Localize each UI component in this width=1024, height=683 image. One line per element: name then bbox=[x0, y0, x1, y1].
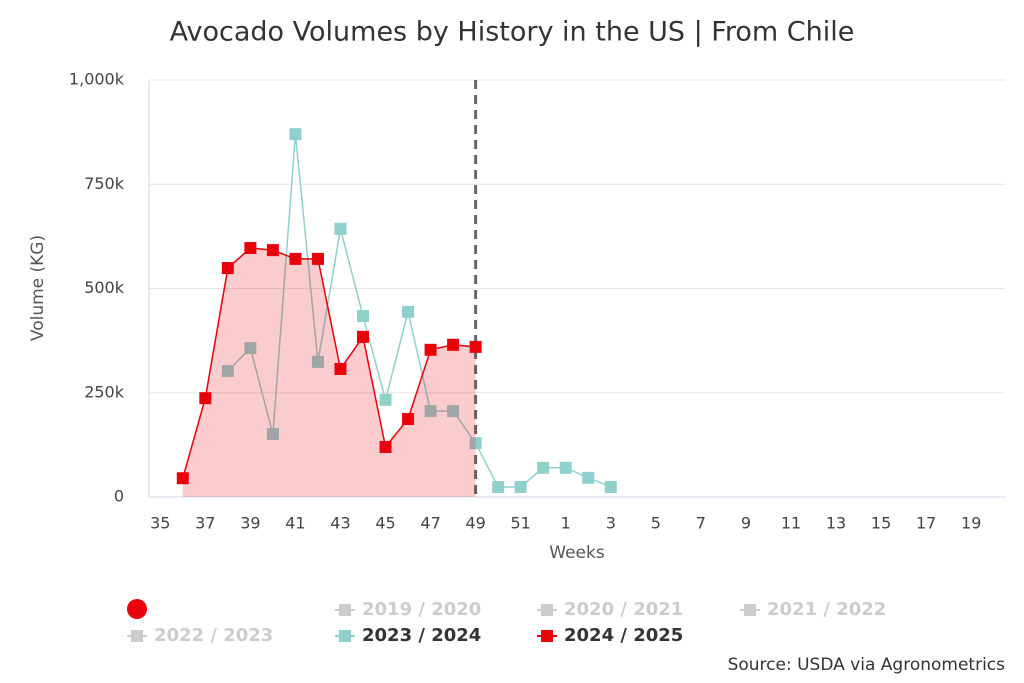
point bbox=[357, 310, 369, 323]
x-tick-label: 35 bbox=[150, 514, 170, 533]
point bbox=[447, 405, 460, 418]
point bbox=[379, 393, 392, 406]
legend-label[interactable]: 2024 / 2025 bbox=[564, 625, 683, 646]
x-tick-label: 51 bbox=[511, 514, 531, 533]
point bbox=[379, 440, 392, 453]
x-tick-label: 15 bbox=[871, 514, 891, 533]
x-tick-label: 5 bbox=[651, 514, 661, 533]
point bbox=[244, 242, 257, 255]
legend-label[interactable]: 2023 / 2024 bbox=[362, 625, 481, 646]
legend-label[interactable]: 2022 / 2023 bbox=[154, 625, 273, 646]
x-tick-label: 13 bbox=[826, 514, 846, 533]
x-tick-label: 37 bbox=[195, 514, 215, 533]
point bbox=[469, 340, 482, 353]
point bbox=[221, 262, 234, 275]
y-axis-label: Volume (KG) bbox=[28, 235, 48, 341]
legend-marker[interactable] bbox=[339, 630, 351, 642]
x-tick-label: 45 bbox=[375, 514, 395, 533]
point bbox=[311, 252, 324, 265]
source: Source: USDA via Agronometrics bbox=[728, 655, 1006, 675]
area bbox=[182, 248, 476, 497]
x-tick-label: 7 bbox=[696, 514, 706, 533]
point bbox=[424, 405, 437, 418]
x-tick-label: 3 bbox=[606, 514, 616, 533]
point bbox=[221, 365, 234, 378]
x-tick-label: 17 bbox=[916, 514, 936, 533]
legend-marker[interactable] bbox=[541, 604, 553, 616]
point bbox=[311, 355, 324, 368]
y-tick-label: 250k bbox=[84, 382, 125, 401]
point bbox=[334, 222, 347, 235]
x-tick-label: 1 bbox=[561, 514, 571, 533]
x-axis-label: Weeks bbox=[549, 543, 605, 563]
y-tick-label: 1,000k bbox=[69, 70, 125, 89]
point bbox=[289, 252, 302, 265]
y-tick-label: 0 bbox=[114, 487, 124, 506]
point bbox=[402, 413, 415, 426]
legend-label[interactable]: 2020 / 2021 bbox=[564, 599, 683, 620]
y-tick-label: 750k bbox=[84, 174, 125, 193]
point bbox=[582, 471, 595, 484]
point bbox=[334, 362, 347, 375]
y-tick-label: 500k bbox=[84, 278, 125, 297]
x-tick-label: 19 bbox=[961, 514, 981, 533]
point bbox=[244, 342, 257, 355]
legend-dot bbox=[127, 599, 147, 619]
point bbox=[289, 128, 302, 141]
point bbox=[469, 437, 482, 450]
point bbox=[266, 428, 279, 441]
x-tick-label: 43 bbox=[330, 514, 350, 533]
x-tick-label: 9 bbox=[741, 514, 751, 533]
point bbox=[199, 392, 212, 405]
x-tick-label: 47 bbox=[420, 514, 440, 533]
legend-marker[interactable] bbox=[541, 630, 553, 642]
legend-label[interactable]: 2019 / 2020 bbox=[362, 599, 481, 620]
chart-title: Avocado Volumes by History in the US | F… bbox=[170, 17, 855, 48]
point bbox=[176, 472, 189, 485]
point bbox=[424, 343, 437, 356]
point bbox=[514, 480, 527, 493]
x-tick-label: 39 bbox=[240, 514, 260, 533]
x-tick-label: 49 bbox=[465, 514, 485, 533]
point bbox=[537, 461, 550, 474]
legend-marker[interactable] bbox=[744, 604, 756, 616]
point bbox=[559, 461, 572, 474]
point bbox=[604, 480, 617, 493]
point bbox=[357, 330, 369, 343]
legend-label[interactable]: 2021 / 2022 bbox=[767, 599, 886, 620]
point bbox=[492, 480, 505, 493]
legend-marker[interactable] bbox=[339, 604, 351, 616]
legend-marker[interactable] bbox=[131, 630, 143, 642]
x-tick-label: 41 bbox=[285, 514, 305, 533]
point bbox=[266, 244, 279, 257]
x-tick-label: 11 bbox=[781, 514, 801, 533]
point bbox=[402, 305, 415, 318]
point bbox=[447, 338, 460, 351]
